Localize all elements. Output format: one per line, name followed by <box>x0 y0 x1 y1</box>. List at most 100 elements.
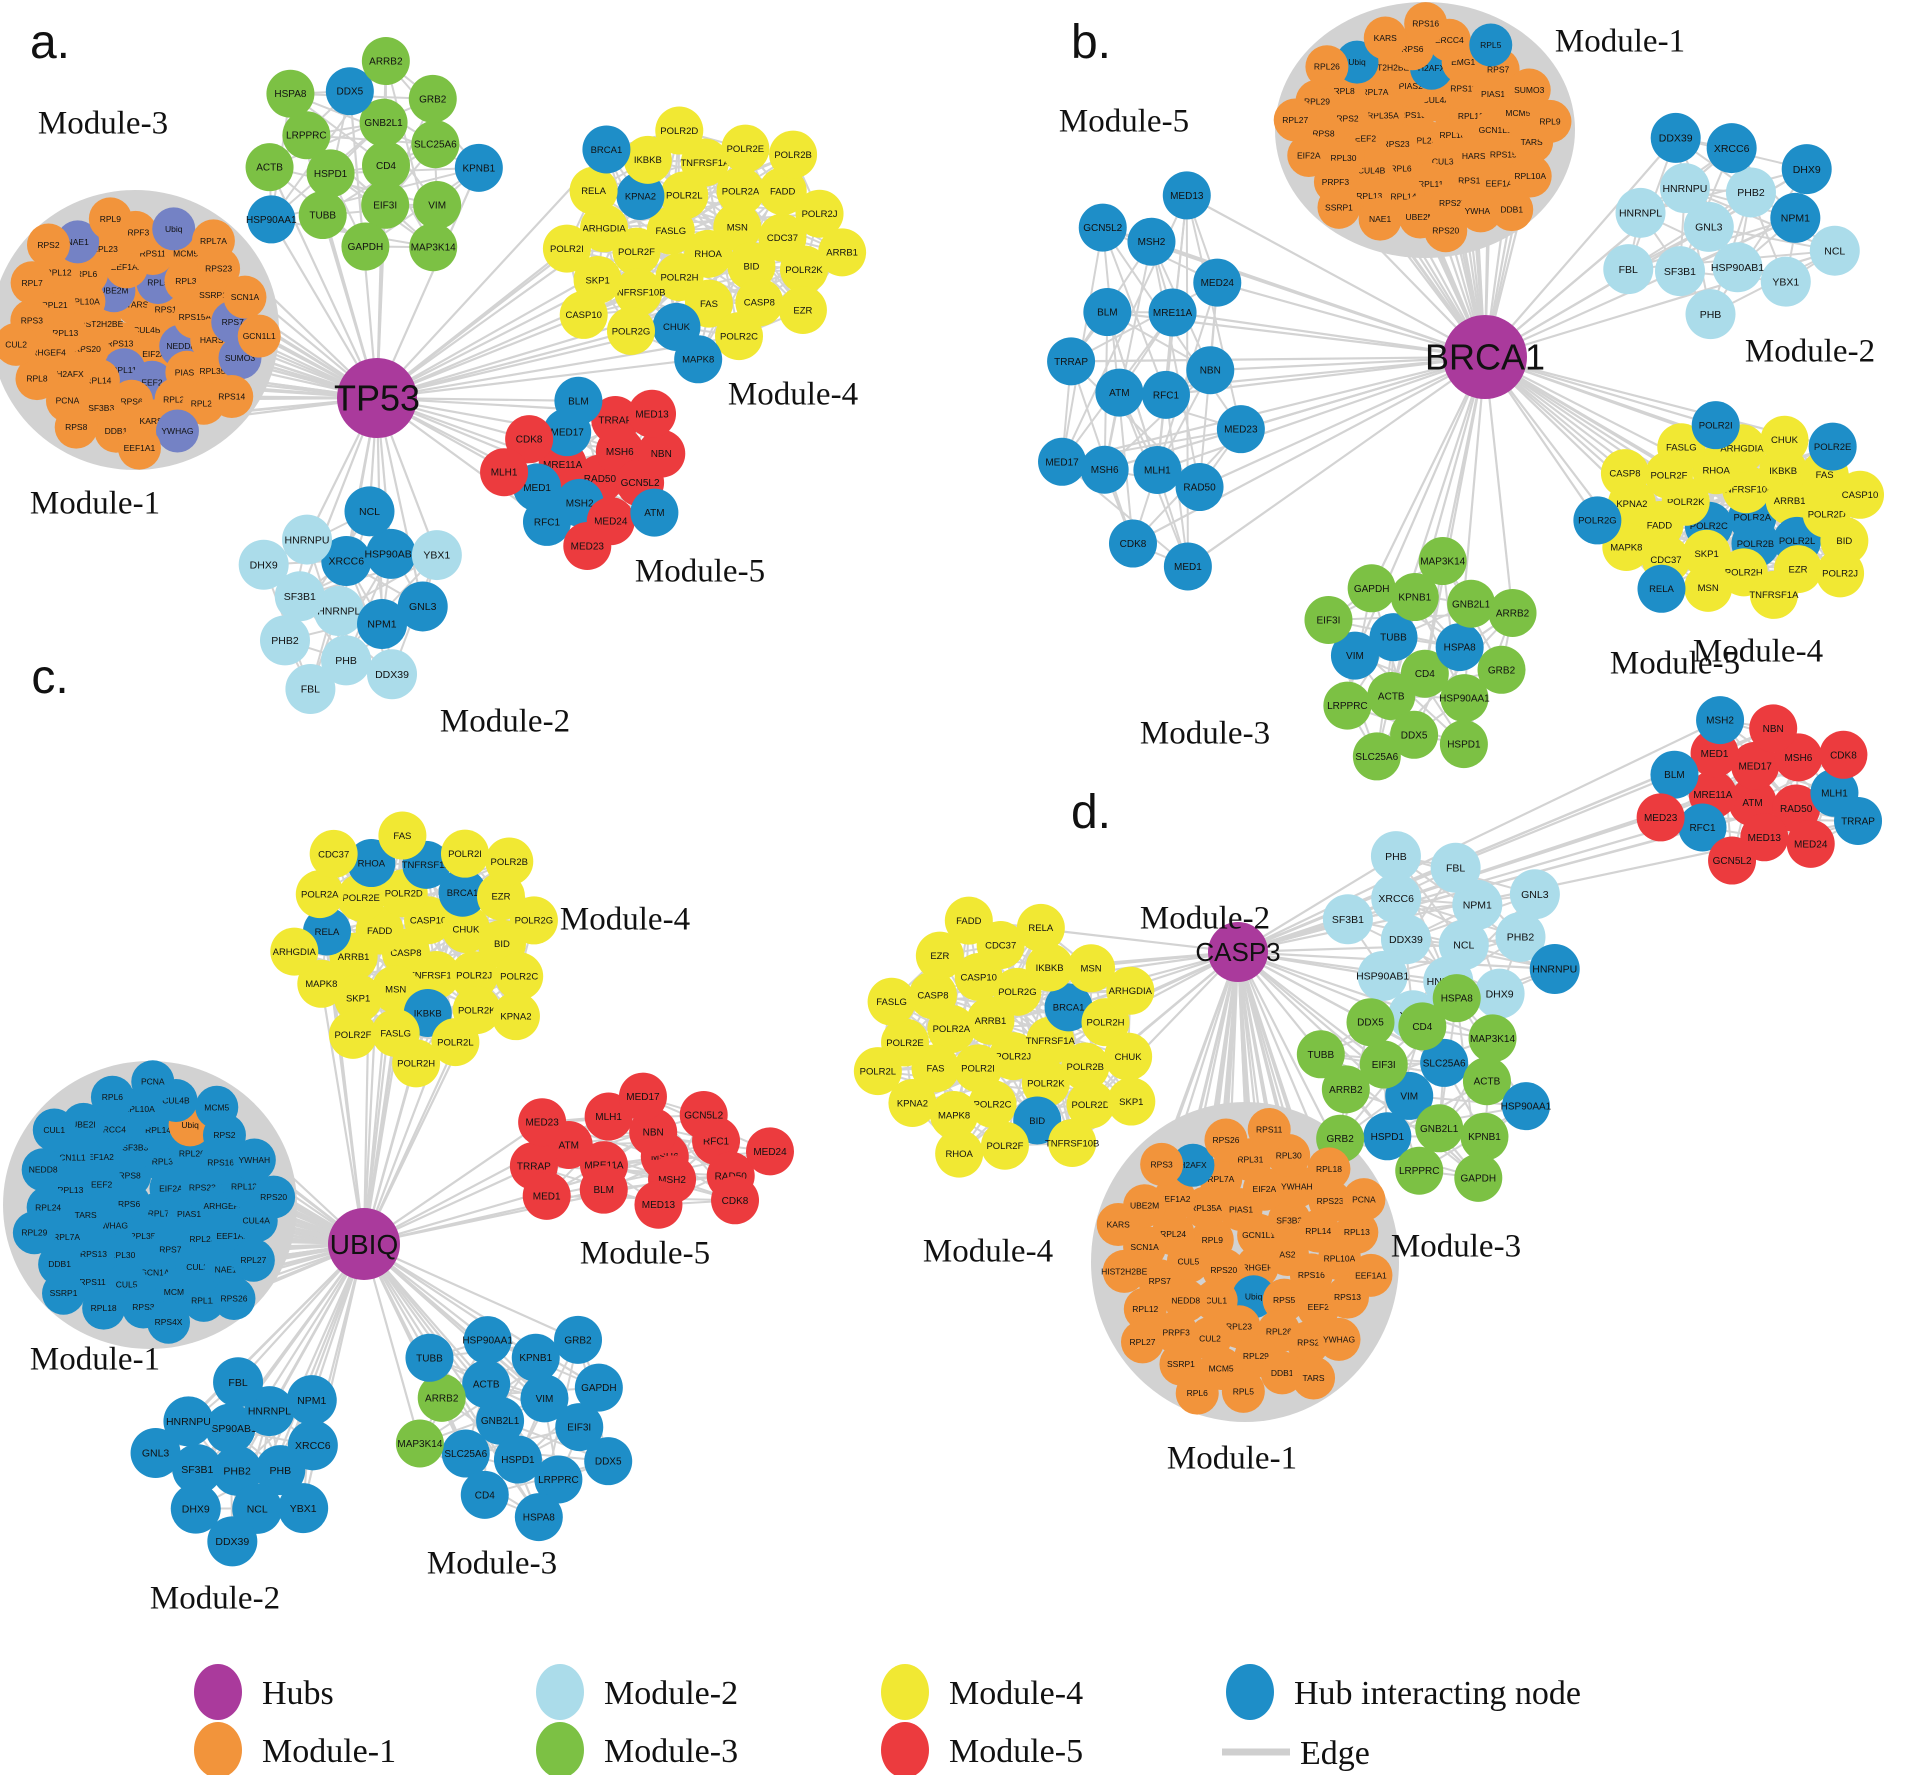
node-label-polr2h: POLR2H <box>1725 568 1763 579</box>
node-xrcc6 <box>321 536 372 587</box>
node-med17 <box>618 1072 667 1121</box>
node-label-lrpprc: LRPPRC <box>286 131 327 142</box>
node-label-ddb1: DDB1 <box>48 1259 71 1269</box>
hub-edge <box>1186 194 1486 358</box>
node-label-hspa8: HSPA8 <box>523 1513 555 1524</box>
panel-a-label-module-2: Module-2 <box>440 704 570 740</box>
node-label-tnfrsf10b: TNFRSF10B <box>1719 485 1773 496</box>
node-rad50 <box>1175 463 1224 512</box>
node-label-hsp90ab1: HSP90AB1 <box>204 1423 257 1435</box>
node-label-rps14: RPS14 <box>1458 176 1485 186</box>
node-label-cdk8: CDK8 <box>516 435 543 446</box>
edge <box>1185 195 1242 430</box>
node-label-rps2: RPS2 <box>213 1130 235 1140</box>
node-label-ercc4: ERCC4 <box>1435 35 1464 45</box>
node-casp10 <box>559 290 608 339</box>
node-med1 <box>1163 542 1212 591</box>
node-label-polr2f: POLR2F <box>1650 470 1687 481</box>
node-label-tars: TARS <box>75 1210 97 1220</box>
node-label-pcna: PCNA <box>1352 1195 1376 1205</box>
node-label-rpl7a: RPL7A <box>53 1232 80 1242</box>
node-npm1 <box>1770 192 1821 243</box>
node-msn <box>713 203 762 252</box>
node-label-mapk8: MAPK8 <box>682 355 714 366</box>
node-label-cul2: CUL2 <box>5 339 27 349</box>
node-label-polr2c: POLR2C <box>974 1099 1012 1110</box>
node-polr2j <box>1816 549 1865 598</box>
node-sumo3 <box>1507 68 1551 112</box>
node-label-hsp90ab1: HSP90AB1 <box>1356 971 1409 983</box>
node-label-nbn: NBN <box>1763 724 1784 735</box>
node-pcna <box>131 1060 175 1104</box>
edge <box>269 166 438 207</box>
node-label-eef2: EEF2 <box>1308 1302 1330 1312</box>
node-label-arhgdia: ARHGDIA <box>582 223 626 234</box>
node-label-rps14: RPS14 <box>218 391 245 401</box>
panel-b-label-module-4: Module-4 <box>1693 634 1823 670</box>
node-label-gnl3: GNL3 <box>142 1448 170 1460</box>
node-rps11 <box>1247 1107 1291 1151</box>
node-label-xrcc6: XRCC6 <box>329 556 365 568</box>
node-skp1 <box>1107 1077 1156 1126</box>
node-label-prpf3: PRPF3 <box>122 227 150 237</box>
node-label-rpl11: RPL11 <box>111 365 137 375</box>
node-med17 <box>1731 741 1780 790</box>
node-label-sf3b3: SF3B3 <box>88 403 114 413</box>
node-ubiq <box>152 207 196 251</box>
node-med23 <box>518 1098 567 1147</box>
node-label-ddx39: DDX39 <box>375 669 409 681</box>
node-lrpprc <box>282 111 331 160</box>
node-label-gnb2l1: GNB2L1 <box>1420 1124 1459 1135</box>
node-label-ssrp1: SSRP1 <box>1325 202 1353 212</box>
node-label-rpl35a: RPL35A <box>130 1231 162 1241</box>
node-tars <box>1292 1356 1336 1400</box>
node-label-med23: MED23 <box>571 541 605 552</box>
node-label-sumo3: SUMO3 <box>1514 85 1545 95</box>
node-label-rpl13: RPL13 <box>57 1185 83 1195</box>
node-label-rela: RELA <box>1649 584 1674 595</box>
node-label-tnfrsf1a: TNFRSF1A <box>402 860 452 871</box>
panel-a-label-module-1: Module-1 <box>30 486 160 522</box>
hub-edge <box>1089 951 1239 1106</box>
node-vim <box>1330 631 1379 680</box>
node-phb <box>321 635 372 686</box>
node-label-med17: MED17 <box>626 1092 660 1103</box>
node-label-pias1: PIAS1 <box>175 367 199 377</box>
node-label-phb: PHB <box>335 655 357 667</box>
node-label-fadd: FADD <box>956 916 981 927</box>
legend-label-module-4: Module-4 <box>949 1675 1083 1712</box>
node-label-ddb1: DDB1 <box>1271 1368 1294 1378</box>
node-label-polr2i: POLR2I <box>550 244 584 255</box>
node-label-rpl23: RPL23 <box>1226 1322 1252 1332</box>
node-label-lrpprc: LRPPRC <box>1399 1166 1440 1177</box>
panel-d-label-module-5: Module-5 <box>1610 646 1740 682</box>
node-rela <box>1016 903 1065 952</box>
node-dhx9 <box>170 1483 221 1534</box>
node-gnl3 <box>1683 201 1734 252</box>
node-label-gcn1l1: GCN1L1 <box>53 1152 86 1162</box>
node-label-cul5: CUL5 <box>1178 1256 1200 1266</box>
node-gapdh <box>574 1363 623 1412</box>
node-label-rpl8: RPL8 <box>1334 86 1356 96</box>
node-label-npm1: NPM1 <box>367 619 396 631</box>
node-med23 <box>563 521 612 570</box>
node-sf3b1 <box>274 571 325 622</box>
panel-b-label-module-1: Module-1 <box>1555 24 1685 60</box>
node-brca1 <box>1044 983 1093 1032</box>
node-polr2b <box>485 837 534 886</box>
node-tnfrsf1a <box>680 138 729 187</box>
node-label-hspa8: HSPA8 <box>274 89 306 100</box>
node-label-grb2: GRB2 <box>419 94 447 105</box>
node-label-arhgef4: ARHGEF4 <box>1237 1262 1277 1272</box>
node-label-grb2: GRB2 <box>564 1335 592 1346</box>
legend-swatch-module-4 <box>881 1664 929 1720</box>
node-label-fbl: FBL <box>1446 862 1465 874</box>
node-label-rps13: RPS13 <box>80 1249 107 1259</box>
node-label-nbn: NBN <box>643 1128 664 1139</box>
node-label-casp8: CASP8 <box>1609 468 1640 479</box>
node-polr2l <box>853 1047 902 1096</box>
node-label-med13: MED13 <box>1170 191 1204 202</box>
panel-a-module-5-cluster: RAD50MRE11AMSH6MSH2MED17GCN5L2MED1TRRAPM… <box>480 376 686 570</box>
node-arrb2 <box>1488 588 1537 637</box>
node-label-arrb1: ARRB1 <box>826 248 858 259</box>
